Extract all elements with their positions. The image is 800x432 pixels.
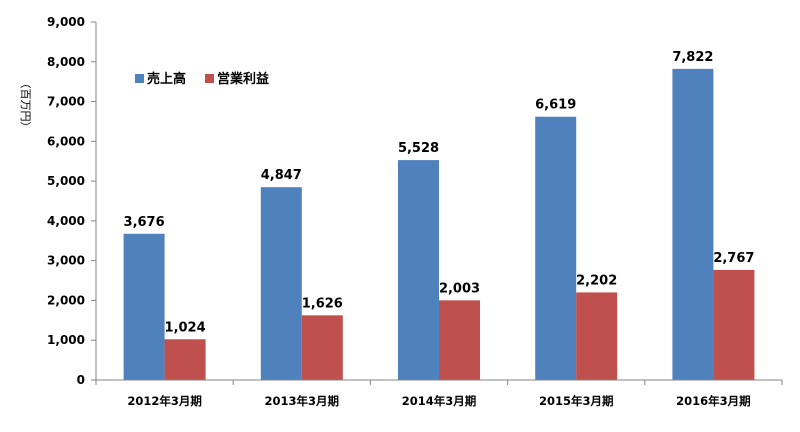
y-tick-label-4: 4,000 [47,214,85,228]
x-tick-label-1: 2013年3月期 [265,394,340,408]
data-label-operating-profit-1: 1,626 [302,296,343,311]
y-tick-label-6: 6,000 [47,134,85,148]
labels-layer: 3,676 1,024 2012年3月期 4,847 1,626 2013年3月期 5,52… [19,15,754,408]
y-tick-label-7: 7,000 [47,95,85,109]
bar-sales-1 [260,187,302,380]
legend-swatch-operating-profit [205,74,214,83]
bar-operating-profit-1 [301,315,343,380]
bar-operating-profit-3 [576,292,618,380]
y-tick-label-1: 1,000 [47,333,85,347]
bar-operating-profit-4 [713,269,755,380]
legend: 売上高 営業利益 [135,71,269,87]
data-label-sales-4: 7,822 [672,50,713,65]
bar-sales-3 [535,116,577,381]
bar-sales-4 [672,68,714,381]
y-tick-label-5: 5,000 [47,174,85,188]
bars-layer [123,68,755,381]
data-label-operating-profit-3: 2,202 [576,273,617,288]
x-tick-label-3: 2015年3月期 [539,394,614,408]
data-label-sales-2: 5,528 [398,141,439,156]
x-tick-label-4: 2016年3月期 [676,394,751,408]
y-tick-label-3: 3,000 [47,254,85,268]
bar-sales-0 [123,233,165,380]
legend-label-operating-profit: 営業利益 [217,71,269,87]
y-tick-label-9: 9,000 [47,15,85,29]
x-tick-label-0: 2012年3月期 [127,394,202,408]
data-label-sales-3: 6,619 [535,98,576,113]
x-tick-label-2: 2014年3月期 [402,394,477,408]
data-label-operating-profit-0: 1,024 [165,320,206,335]
y-axis-unit-label: （百万円） [19,78,32,133]
legend-swatch-sales [135,74,144,83]
bar-operating-profit-0 [164,339,206,380]
bar-operating-profit-2 [439,300,480,380]
data-label-sales-1: 4,847 [261,168,302,183]
legend-label-sales: 売上高 [147,71,186,87]
data-label-operating-profit-2: 2,003 [439,281,480,296]
axis-layer [91,21,783,385]
data-label-sales-0: 3,676 [124,215,165,230]
y-tick-label-2: 2,000 [47,293,85,307]
y-tick-label-8: 8,000 [47,55,85,69]
data-label-operating-profit-4: 2,767 [713,251,754,266]
y-tick-label-0: 0 [77,373,85,387]
bar-sales-2 [398,160,439,380]
